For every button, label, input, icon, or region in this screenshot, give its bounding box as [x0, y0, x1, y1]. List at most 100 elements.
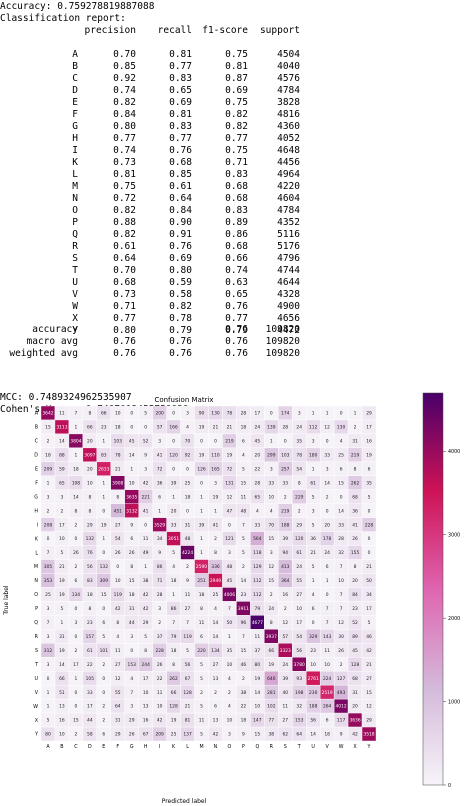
cell-value-label: 209	[44, 466, 53, 472]
cell-value-label: 6	[326, 718, 329, 724]
row-support: 4900	[277, 301, 300, 312]
report-row: N 0.72 0.64 0.68 4604	[0, 193, 472, 205]
cell-value-label: 0	[144, 425, 147, 431]
report-row: S 0.64 0.69 0.66 4796	[0, 253, 472, 265]
x-tick-label: Q	[255, 744, 259, 750]
y-axis-label: True label	[3, 585, 10, 615]
cell-value-label: 3	[130, 704, 133, 710]
cell-value-label: 15	[338, 480, 344, 486]
row-support: 4784	[277, 205, 300, 216]
cell-value-label: 257	[281, 466, 290, 472]
cell-value-label: 64	[115, 704, 121, 710]
row-support: 4328	[277, 289, 300, 300]
cell-value-label: 329	[309, 634, 318, 640]
cell-value-label: 8	[200, 606, 203, 612]
cell-value-label: 8	[88, 508, 91, 514]
cell-value-label: 51	[59, 690, 65, 696]
x-tick-label: B	[60, 744, 63, 750]
cell-value-label: 2	[354, 425, 357, 431]
cell-value-label: 45	[129, 439, 135, 445]
cell-value-label: 21	[227, 425, 233, 431]
cell-value-label: 180	[309, 452, 318, 458]
cell-value-label: 11	[143, 536, 149, 542]
cell-value-label: 66	[87, 425, 93, 431]
cell-value-label: 66	[101, 411, 107, 417]
cell-value-label: 46	[241, 662, 247, 668]
cell-value-label: 24	[296, 564, 302, 570]
row-support: 109820	[265, 336, 300, 347]
cell-value-label: 22	[157, 676, 163, 682]
cell-value-label: 92	[185, 452, 191, 458]
cell-value-label: 0	[186, 466, 189, 472]
row-f1: 0.75	[225, 145, 248, 156]
y-tick-label: Y	[34, 732, 38, 738]
cell-value-label: 23	[310, 648, 316, 654]
cell-value-label: 72	[227, 466, 233, 472]
cell-value-label: 26	[115, 550, 121, 556]
cell-value-label: 18	[129, 592, 135, 598]
cell-value-label: 31	[352, 439, 358, 445]
cell-value-label: 29	[366, 718, 372, 724]
row-f1: 0.76	[225, 336, 248, 347]
cell-value-label: 52	[143, 439, 149, 445]
cell-value-label: 66	[59, 676, 65, 682]
cell-value-label: 80	[255, 662, 261, 668]
cell-value-label: 3	[47, 494, 50, 500]
row-recall: 0.61	[169, 181, 192, 192]
cell-value-label: 6	[368, 466, 371, 472]
cell-value-label: 5	[61, 550, 64, 556]
row-recall: 0.91	[169, 229, 192, 240]
cell-value-label: 1	[200, 508, 203, 514]
cell-value-label: 112	[309, 425, 318, 431]
cell-value-label: 2	[214, 690, 217, 696]
cell-value-label: 1	[61, 620, 64, 626]
cell-value-label: 336	[211, 564, 220, 570]
cell-value-label: 83	[101, 452, 107, 458]
cell-value-label: 37	[157, 634, 163, 640]
row-support: 4744	[277, 265, 300, 276]
cell-value-label: 59	[59, 466, 65, 472]
cell-value-label: 0	[172, 439, 175, 445]
cell-value-label: 8	[298, 480, 301, 486]
x-tick-label: C	[74, 744, 78, 750]
cell-value-label: 153	[295, 718, 304, 724]
cell-value-label: 21	[59, 564, 65, 570]
cell-value-label: 93	[296, 676, 302, 682]
row-recall: 0.84	[169, 205, 192, 216]
cell-value-label: 0	[102, 690, 105, 696]
cell-value-label: 147	[253, 718, 262, 724]
cell-value-label: 134	[211, 648, 220, 654]
cell-value-label: 19	[255, 676, 261, 682]
cell-value-label: 18	[87, 592, 93, 598]
row-label: M	[72, 181, 78, 192]
cell-value-label: 33	[269, 480, 275, 486]
cell-value-label: 5	[200, 676, 203, 682]
cell-value-label: 3518	[363, 732, 374, 738]
cell-value-label: 10	[59, 536, 65, 542]
cell-value-label: 41	[143, 508, 149, 514]
cell-value-label: 50	[366, 578, 372, 584]
cell-value-label: 26	[129, 732, 135, 738]
cell-value-label: 1	[312, 466, 315, 472]
row-support: 4472	[277, 325, 300, 336]
cell-value-label: 35	[296, 439, 302, 445]
cell-value-label: 28	[338, 536, 344, 542]
cell-value-label: 42	[143, 480, 149, 486]
cell-value-label: 2	[284, 494, 287, 500]
cell-value-label: 29	[115, 732, 121, 738]
colorbar-tick-label: 2000	[448, 616, 460, 622]
cell-value-label: 18	[199, 592, 205, 598]
cell-value-label: 19	[227, 452, 233, 458]
cell-value-label: 2633	[98, 466, 109, 472]
cell-value-label: 0	[172, 411, 175, 417]
cell-value-label: 8	[354, 564, 357, 570]
cell-value-label: 2	[214, 536, 217, 542]
cell-value-label: 0	[284, 439, 287, 445]
y-tick-label: H	[34, 508, 38, 514]
y-tick-label: O	[34, 592, 38, 598]
cell-value-label: 0	[47, 536, 50, 542]
row-label: H	[72, 133, 78, 144]
cell-value-label: 5	[47, 718, 50, 724]
colorbar-ticks: 0 1000 2000 3000 4000	[443, 449, 460, 789]
row-precision: 0.64	[113, 253, 136, 264]
